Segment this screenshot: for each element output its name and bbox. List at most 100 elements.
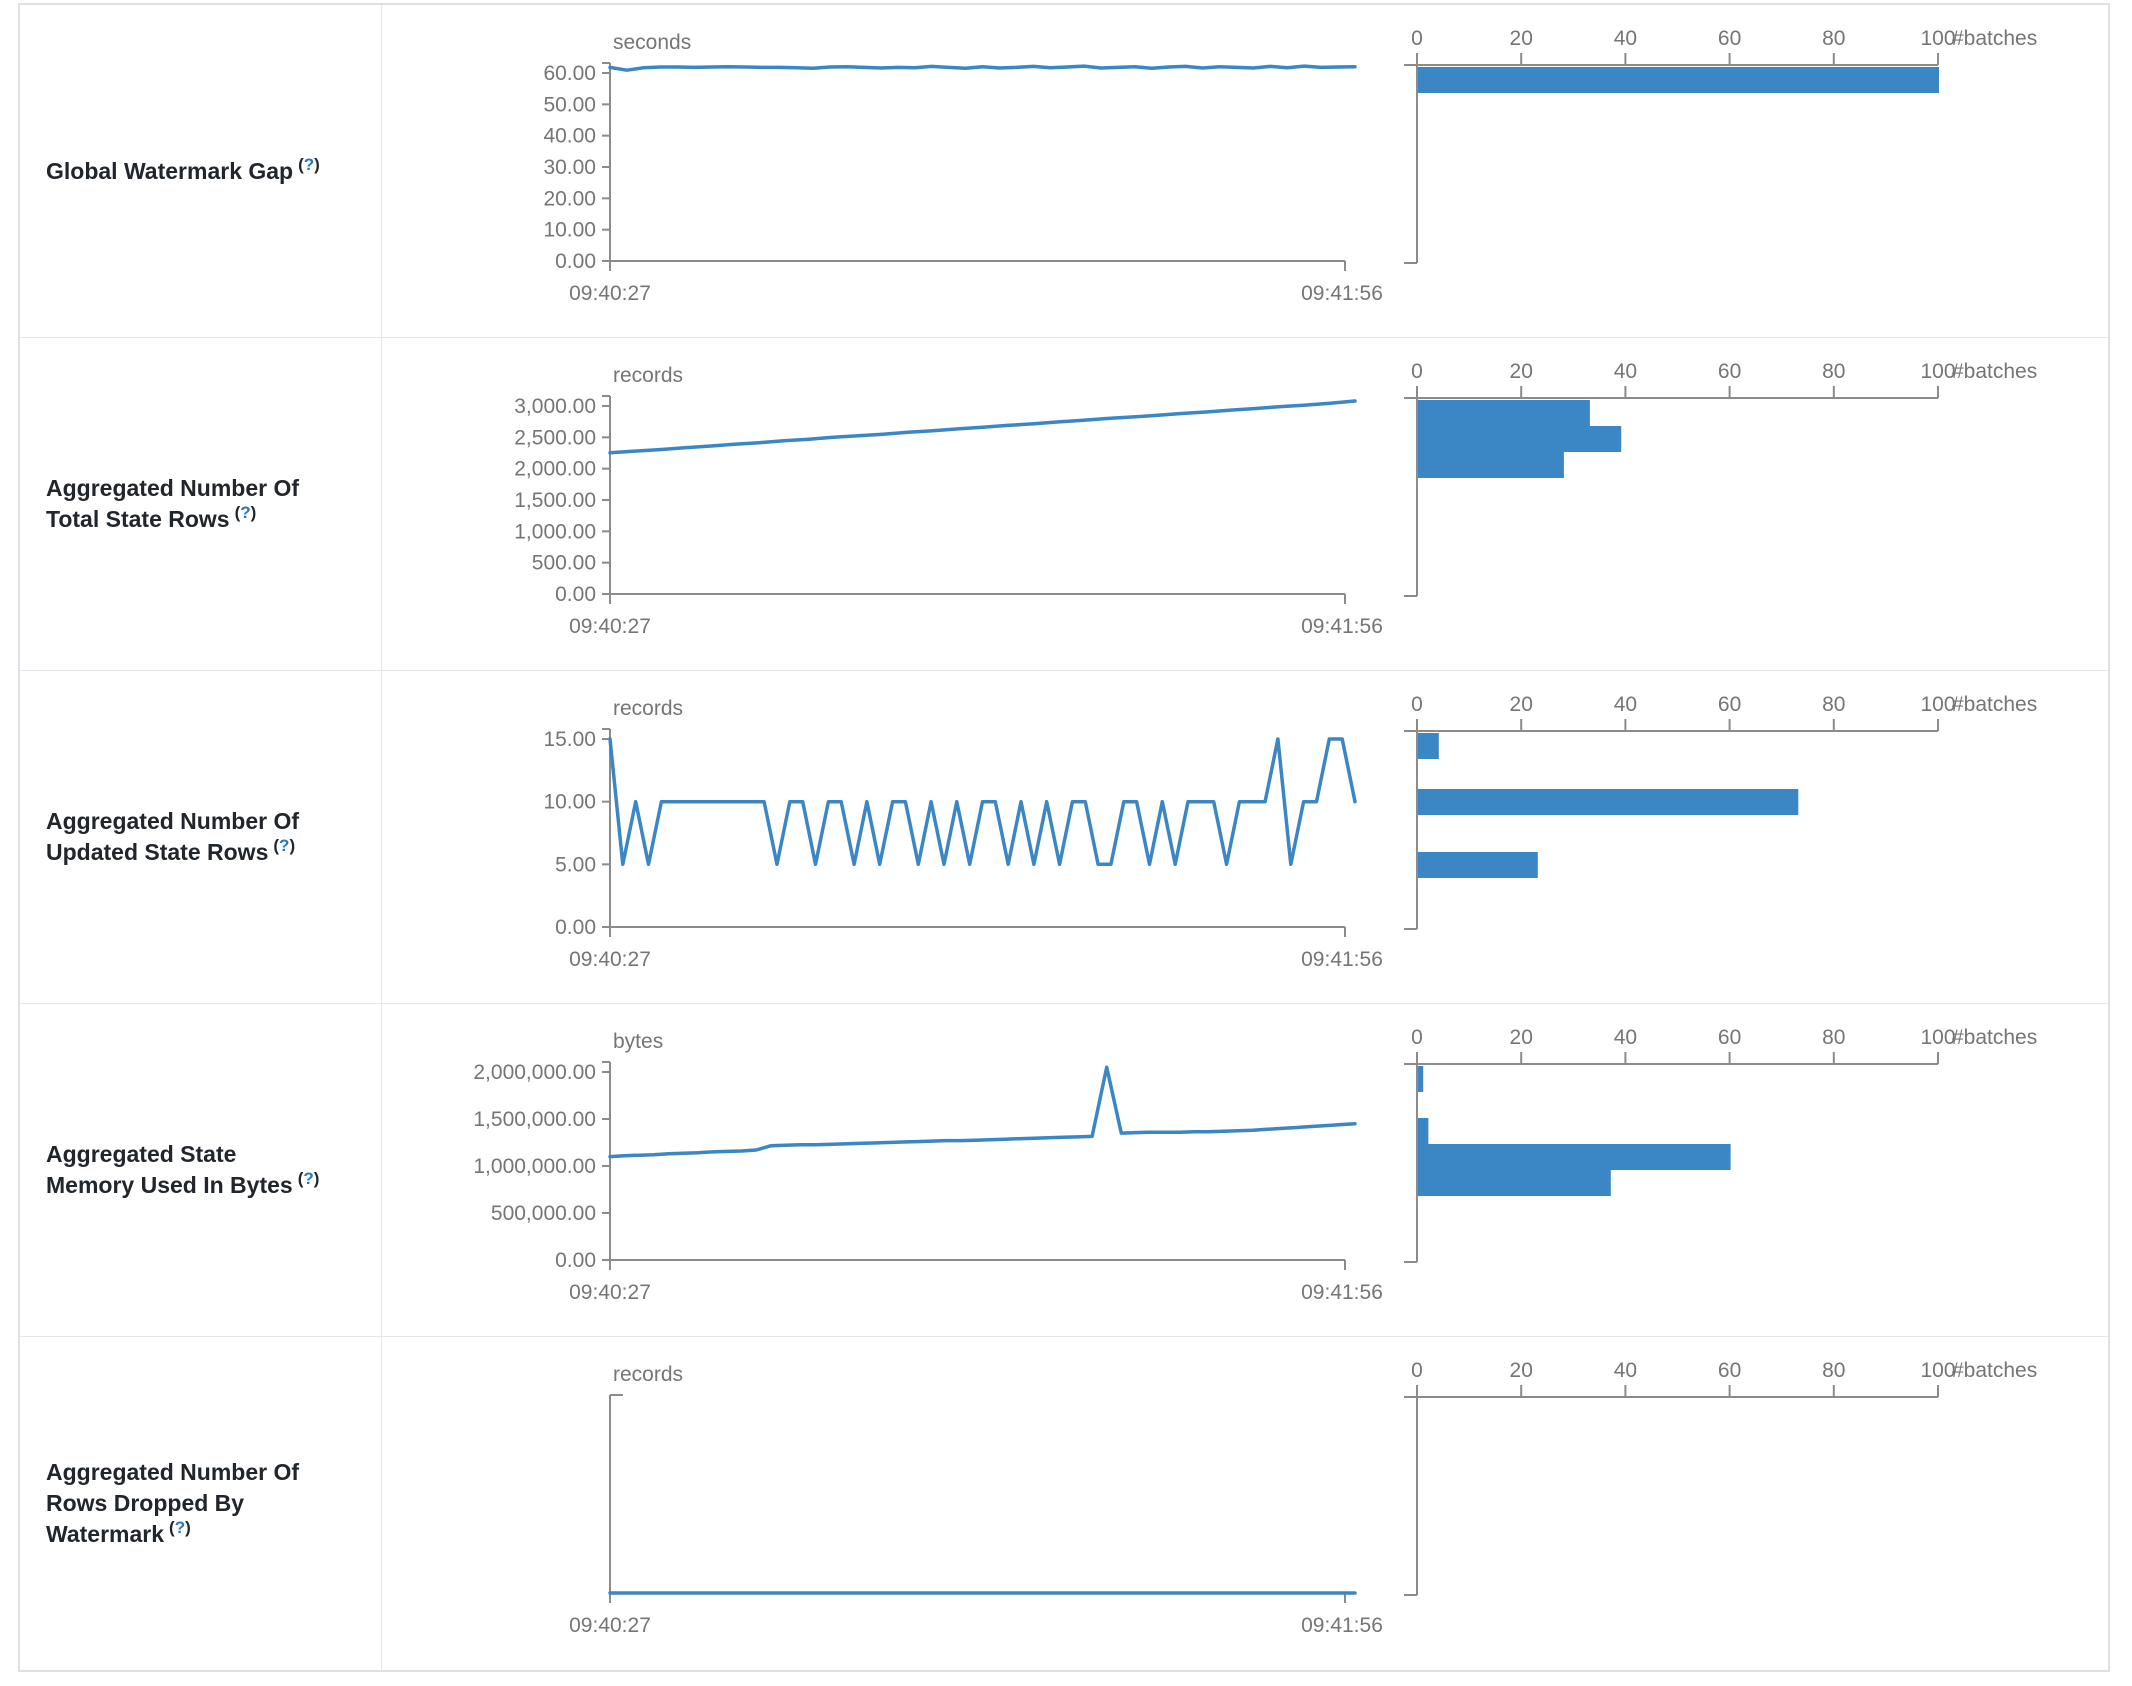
y-axis-tick-label: 10.00 <box>543 791 596 814</box>
chart-cell: 3,000.00 2,500.00 2,000.00 1,500.00 1,000.00… <box>382 338 2108 670</box>
hist-axis-tick-label: 0 <box>1411 693 1423 716</box>
y-axis-tick-label: 40.00 <box>543 125 596 148</box>
help-question-link[interactable]: ? <box>174 1518 186 1538</box>
metric-label-text: Aggregated Number Of Updated State Rows <box>46 808 300 865</box>
help-paren-close: ) <box>313 1169 320 1189</box>
x-axis-end-label: 09:41:56 <box>1301 948 1383 971</box>
chart-cell: 2,000,000.00 1,500,000.00 1,000,000.00 500,… <box>382 1004 2108 1336</box>
y-axis-tick-label: 2,500.00 <box>514 426 596 449</box>
y-axis-tick-label: 0.00 <box>555 583 596 606</box>
y-axis-tick-label: 0.00 <box>555 1249 596 1272</box>
y-axis-tick-label: 3,000.00 <box>514 395 596 418</box>
x-axis-start-label: 09:40:27 <box>569 948 651 971</box>
batches-histogram: 0 20 40 60 80 100#batches <box>1404 1359 2037 1596</box>
y-axis-tick-label: 10.00 <box>543 219 596 242</box>
y-axis-tick-label: 50.00 <box>543 93 596 116</box>
help-link[interactable]: (?) <box>298 155 320 174</box>
hist-axis-tick-label: 100 <box>1920 693 1955 716</box>
hist-axis-tick-label: 0 <box>1411 360 1423 383</box>
metric-charts-canvas: 3,000.00 2,500.00 2,000.00 1,500.00 1,000.00… <box>514 360 2037 638</box>
hist-axis-tick-label: 40 <box>1614 360 1637 383</box>
timeline-chart: 60.00 50.00 40.00 30.00 20.00 10.00 0.00 second… <box>543 31 1382 305</box>
metric-label-cell: Aggregated Number Of Rows Dropped By Wat… <box>20 1337 382 1670</box>
timeline-chart: 15.00 10.00 5.00 0.00 records 09:40:27 09:41:5… <box>543 697 1382 971</box>
help-link[interactable]: (?) <box>235 503 257 522</box>
help-question-link[interactable]: ? <box>303 1169 314 1189</box>
streaming-statistics-table: Global Watermark Gap (?) 60.00 50.00 40.00 3… <box>18 3 2110 1672</box>
y-axis-tick-label: 20.00 <box>543 187 596 210</box>
metric-charts-canvas: 15.00 10.00 5.00 0.00 records 09:40:27 09:41:5… <box>543 693 2037 971</box>
help-paren-open: ( <box>297 1169 304 1189</box>
hist-axis-tick-label: 40 <box>1614 1026 1637 1049</box>
y-axis-tick-label: 500.00 <box>532 552 596 575</box>
hist-axis-tick-label: 100 <box>1920 27 1955 50</box>
help-paren-close: ) <box>289 836 296 856</box>
hist-axis-unit-label: #batches <box>1952 27 2037 50</box>
help-question-link[interactable]: ? <box>240 503 251 523</box>
hist-bar <box>1418 1118 1429 1144</box>
hist-axis-unit-label: #batches <box>1952 1026 2037 1049</box>
hist-axis-tick-label: 80 <box>1822 27 1845 50</box>
hist-axis-tick-label: 60 <box>1718 693 1741 716</box>
hist-axis-tick-label: 0 <box>1411 27 1423 50</box>
help-paren-open: ( <box>298 154 304 174</box>
hist-bar <box>1418 400 1590 426</box>
help-link[interactable]: (?) <box>169 1518 191 1537</box>
hist-bar <box>1418 1144 1731 1170</box>
metric-label-text: Aggregated State Memory Used In Bytes <box>46 1141 293 1198</box>
metric-label-text: Aggregated Number Of Rows Dropped By Wat… <box>46 1459 300 1547</box>
y-axis-tick-label: 1,500.00 <box>514 489 596 512</box>
help-paren-close: ) <box>250 503 257 523</box>
hist-axis-tick-label: 20 <box>1510 1359 1533 1382</box>
timeline-chart: 3,000.00 2,500.00 2,000.00 1,500.00 1,000.00… <box>514 364 1383 638</box>
y-axis-tick-label: 1,000.00 <box>514 520 596 543</box>
hist-axis-tick-label: 60 <box>1718 1359 1741 1382</box>
x-axis-start-label: 09:40:27 <box>569 1614 651 1637</box>
hist-axis-tick-label: 100 <box>1920 1359 1955 1382</box>
hist-axis-tick-label: 80 <box>1822 360 1845 383</box>
timeline-chart: records 09:40:27 09:41:56 <box>569 1363 1383 1637</box>
y-axis-tick-label: 15.00 <box>543 728 596 751</box>
metric-charts-canvas: 2,000,000.00 1,500,000.00 1,000,000.00 500,… <box>473 1026 2037 1304</box>
chart-cell: 60.00 50.00 40.00 30.00 20.00 10.00 0.00 second… <box>382 5 2108 337</box>
chart-cell: 15.00 10.00 5.00 0.00 records 09:40:27 09:41:5… <box>382 671 2108 1003</box>
hist-bar <box>1418 852 1538 878</box>
y-axis-tick-label: 1,000,000.00 <box>473 1155 596 1178</box>
y-axis-unit-label: seconds <box>613 31 691 54</box>
metric-charts-canvas: records 09:40:27 09:41:56 0 20 40 60 80 100#batc… <box>569 1359 2037 1637</box>
x-axis-end-label: 09:41:56 <box>1301 1281 1383 1304</box>
help-link[interactable]: (?) <box>298 1169 320 1188</box>
batches-histogram: 0 20 40 60 80 100#batches <box>1404 360 2037 597</box>
x-axis-start-label: 09:40:27 <box>569 282 651 305</box>
y-axis-tick-label: 5.00 <box>555 853 596 876</box>
hist-axis-tick-label: 20 <box>1510 693 1533 716</box>
help-link[interactable]: (?) <box>273 836 295 855</box>
y-axis-tick-label: 2,000,000.00 <box>473 1061 596 1084</box>
metric-row-total-state-rows: Aggregated Number Of Total State Rows (?)… <box>20 338 2108 671</box>
help-question-link[interactable]: ? <box>279 836 290 856</box>
help-paren-open: ( <box>234 503 241 523</box>
metric-label: Global Watermark Gap (?) <box>46 156 320 187</box>
x-axis-start-label: 09:40:27 <box>569 615 651 638</box>
y-axis-tick-label: 60.00 <box>543 62 596 85</box>
hist-axis-tick-label: 80 <box>1822 1026 1845 1049</box>
hist-axis-tick-label: 40 <box>1614 693 1637 716</box>
y-axis-tick-label: 500,000.00 <box>491 1202 596 1225</box>
y-axis-unit-label: records <box>613 697 683 720</box>
y-axis-tick-label: 0.00 <box>555 250 596 273</box>
hist-axis-tick-label: 60 <box>1718 1026 1741 1049</box>
hist-bar <box>1418 733 1439 759</box>
metric-label-text: Aggregated Number Of Total State Rows <box>46 475 300 532</box>
metric-label: Aggregated Number Of Rows Dropped By Wat… <box>46 1457 323 1550</box>
help-question-link[interactable]: ? <box>303 154 315 174</box>
metric-label-text: Global Watermark Gap <box>46 157 294 184</box>
x-axis-end-label: 09:41:56 <box>1301 615 1383 638</box>
help-paren-open: ( <box>273 836 280 856</box>
hist-axis-tick-label: 20 <box>1510 360 1533 383</box>
hist-bar <box>1418 1170 1611 1196</box>
metric-timeline-line <box>608 1065 1357 1159</box>
batches-histogram: 0 20 40 60 80 100#batches <box>1404 693 2037 930</box>
hist-axis-tick-label: 20 <box>1510 1026 1533 1049</box>
batches-histogram: 0 20 40 60 80 100#batches <box>1404 27 2037 264</box>
help-paren-close: ) <box>314 154 320 174</box>
